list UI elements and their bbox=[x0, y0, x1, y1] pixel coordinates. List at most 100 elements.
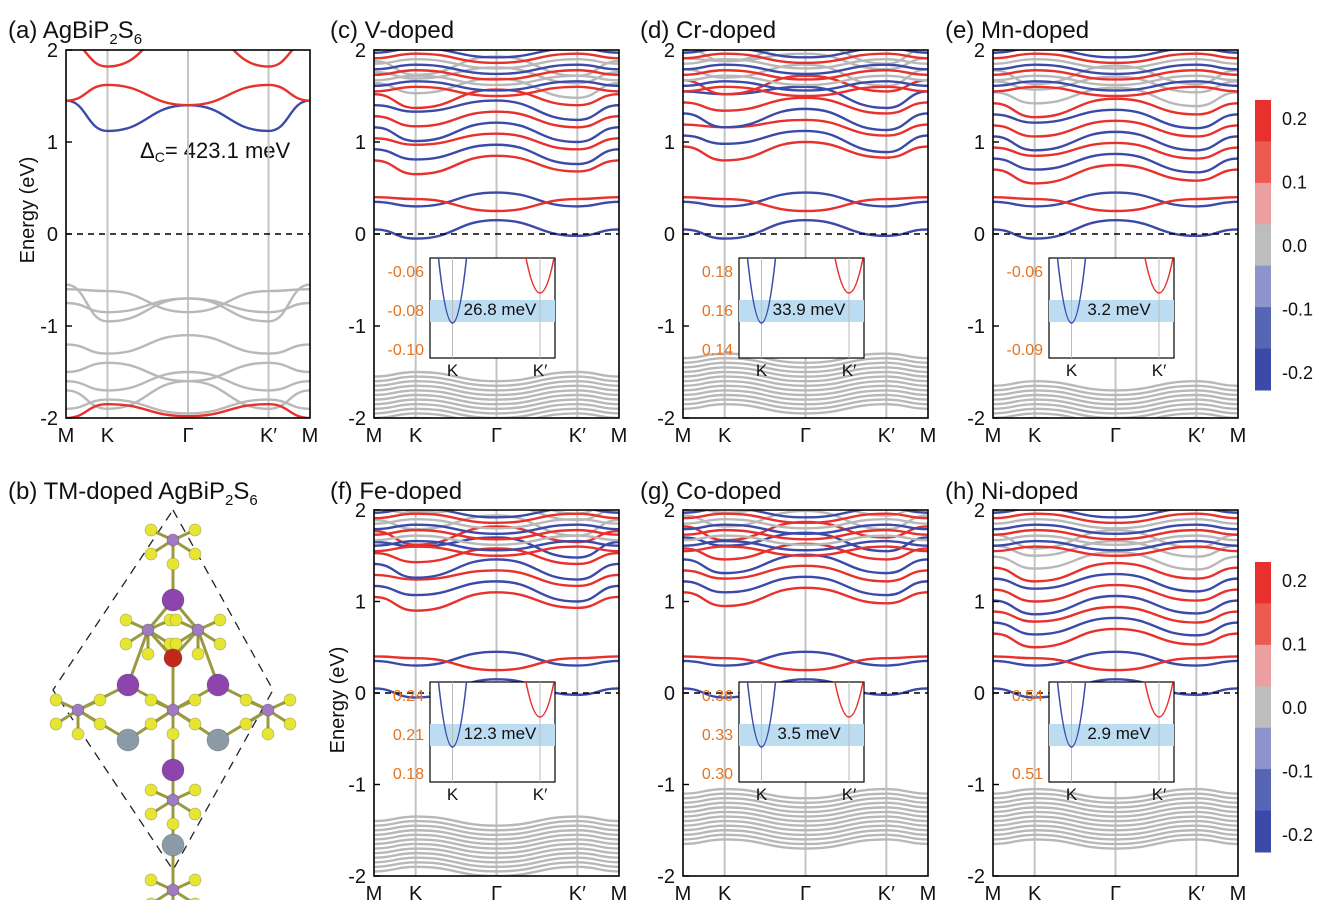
band-line bbox=[374, 838, 619, 850]
atom-s bbox=[146, 897, 156, 900]
x-tick-label: K′ bbox=[569, 883, 586, 905]
band-line bbox=[993, 196, 1238, 213]
band-line bbox=[993, 108, 1238, 130]
atom-s bbox=[144, 523, 158, 537]
inset-y-tick: 0.51 bbox=[1012, 766, 1043, 783]
y-tick-label: -1 bbox=[967, 316, 985, 338]
band-line bbox=[993, 402, 1238, 415]
y-tick-label: -2 bbox=[657, 866, 675, 888]
inset-y-tick: -0.06 bbox=[1007, 264, 1044, 281]
atom-s bbox=[166, 557, 180, 571]
band-line bbox=[993, 97, 1238, 119]
panel-d-title: (d) Cr-doped bbox=[640, 17, 776, 44]
y-tick-label: -1 bbox=[348, 775, 366, 797]
bands bbox=[683, 510, 928, 850]
band-line bbox=[993, 824, 1238, 837]
band-line bbox=[683, 787, 928, 800]
inset-f: 0.24 0.21 0.18 K K′ 12.3 meV bbox=[393, 681, 556, 804]
atom-s bbox=[261, 727, 275, 741]
band-line bbox=[374, 580, 619, 603]
x-tick-label: K′ bbox=[878, 425, 895, 447]
valley-K-curve bbox=[437, 681, 468, 748]
colorbar-tick: 0.1 bbox=[1282, 173, 1307, 193]
band-line bbox=[993, 218, 1238, 240]
panel-h-title: (h) Ni-doped bbox=[945, 478, 1078, 505]
x-tick-label: K′ bbox=[1188, 425, 1205, 447]
bands bbox=[374, 510, 619, 876]
valley-splitting-label: 2.9 meV bbox=[1087, 724, 1151, 743]
valley-Kprime-curve bbox=[834, 257, 864, 294]
band-line bbox=[993, 74, 1238, 87]
panel-e-plot: -2 -1 0 1 2 M K Γ K′ M -0.06 -0.09 K K′ 3.2 meV bbox=[967, 40, 1246, 447]
band-line bbox=[683, 96, 928, 115]
atom-s bbox=[239, 717, 253, 731]
colorbar-tick: -0.2 bbox=[1282, 363, 1313, 383]
band-line bbox=[683, 375, 928, 388]
panel-h-plot: -2 -1 0 1 2 M K Γ K′ M 0.54 0.51 K K′ 2.9 meV bbox=[967, 500, 1246, 905]
band-line bbox=[993, 838, 1238, 850]
band-line bbox=[993, 85, 1238, 98]
band-line bbox=[374, 815, 619, 827]
panel-b-title: (b) TM-doped AgBiP2S6 bbox=[8, 478, 258, 509]
band-line bbox=[374, 384, 619, 397]
band-line bbox=[374, 824, 619, 837]
atom-s bbox=[119, 613, 133, 627]
band-line bbox=[993, 539, 1238, 558]
atom-s bbox=[93, 693, 107, 707]
y-tick-label: -1 bbox=[40, 316, 58, 338]
x-tick-label: M bbox=[920, 883, 937, 905]
band-line bbox=[993, 50, 1238, 59]
band-line bbox=[683, 218, 928, 240]
atom-p bbox=[71, 703, 85, 717]
band-line bbox=[374, 861, 619, 873]
colorbar-segment bbox=[1255, 686, 1271, 729]
y-tick-label: 1 bbox=[355, 592, 366, 614]
panel-c-title: (c) V-doped bbox=[330, 17, 454, 44]
inset-y-tick: 0.18 bbox=[393, 766, 424, 783]
colorbar-tick: 0.0 bbox=[1282, 698, 1307, 718]
band-line bbox=[993, 833, 1238, 846]
valley-K-curve bbox=[746, 681, 777, 748]
panel-e-title: (e) Mn-doped bbox=[945, 17, 1089, 44]
atom-s bbox=[49, 693, 63, 707]
y-tick-label: 2 bbox=[355, 40, 366, 62]
band-line bbox=[374, 539, 619, 552]
panel-g-plot: -2 -1 0 1 2 M K Γ K′ M 0.36 0.33 0.30 K K′ 3.5 meV bbox=[657, 500, 937, 905]
band-line bbox=[993, 655, 1238, 672]
atom-s bbox=[169, 637, 183, 651]
band-line bbox=[683, 586, 928, 608]
inset-c: -0.06 -0.08 -0.10 K K′ 26.8 meV bbox=[388, 257, 556, 380]
y-tick-label: -2 bbox=[657, 408, 675, 430]
valley-splitting-band bbox=[430, 300, 555, 322]
atom-s bbox=[213, 613, 227, 627]
x-tick-label: K′ bbox=[260, 425, 277, 447]
band-line bbox=[683, 824, 928, 837]
band-line bbox=[993, 393, 1238, 406]
band-line bbox=[683, 352, 928, 365]
atom-s bbox=[283, 693, 297, 707]
y-tick-label: 2 bbox=[47, 40, 58, 62]
x-tick-label: M bbox=[675, 425, 692, 447]
band-line bbox=[683, 129, 928, 154]
atom-s bbox=[283, 717, 297, 731]
band-line bbox=[374, 512, 619, 525]
band-line bbox=[993, 801, 1238, 814]
valley-K-curve bbox=[746, 257, 777, 324]
band-line bbox=[374, 370, 619, 383]
y-tick-label: 0 bbox=[974, 683, 985, 705]
atom-ag bbox=[116, 728, 140, 752]
inset-y-tick: 0.36 bbox=[702, 688, 733, 705]
band-line bbox=[993, 528, 1238, 541]
x-tick-label: M bbox=[58, 425, 75, 447]
band-line bbox=[683, 370, 928, 383]
colorbar-segment bbox=[1255, 348, 1271, 391]
band-line bbox=[683, 74, 928, 96]
colorbar-segment bbox=[1255, 307, 1271, 350]
band-line bbox=[993, 379, 1238, 392]
band-line bbox=[374, 99, 619, 122]
y-tick-label: 1 bbox=[974, 592, 985, 614]
band-line bbox=[683, 379, 928, 392]
band-line bbox=[993, 412, 1238, 418]
x-tick-label: K bbox=[718, 883, 732, 905]
valley-K-curve bbox=[437, 257, 468, 324]
